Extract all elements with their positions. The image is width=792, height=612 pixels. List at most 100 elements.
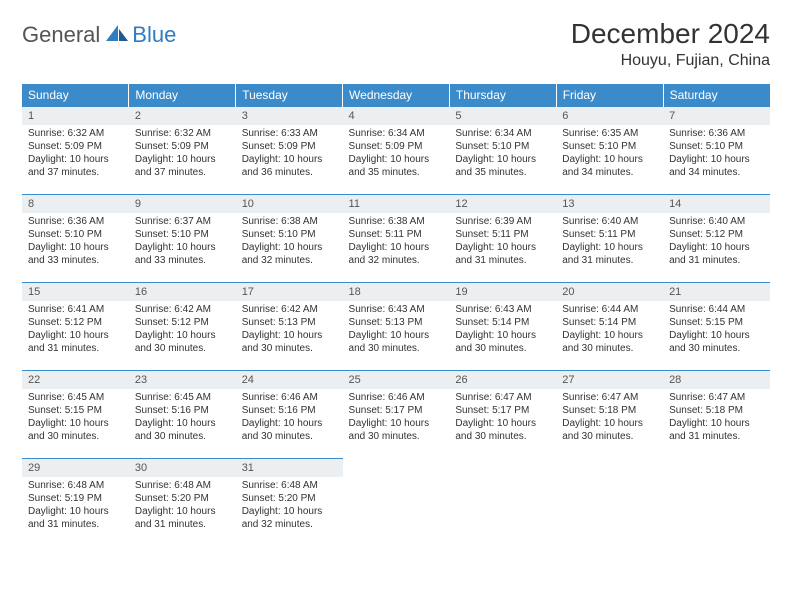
calendar-cell: 2Sunrise: 6:32 AMSunset: 5:09 PMDaylight… <box>129 107 236 195</box>
day-content: Sunrise: 6:36 AMSunset: 5:10 PMDaylight:… <box>22 213 129 271</box>
calendar-cell: 14Sunrise: 6:40 AMSunset: 5:12 PMDayligh… <box>663 195 770 283</box>
calendar-cell: 1Sunrise: 6:32 AMSunset: 5:09 PMDaylight… <box>22 107 129 195</box>
calendar-cell: 30Sunrise: 6:48 AMSunset: 5:20 PMDayligh… <box>129 459 236 547</box>
day-number: 17 <box>236 283 343 301</box>
day-number: 10 <box>236 195 343 213</box>
calendar-cell: 3Sunrise: 6:33 AMSunset: 5:09 PMDaylight… <box>236 107 343 195</box>
day-number: 19 <box>449 283 556 301</box>
day-number: 22 <box>22 371 129 389</box>
calendar-cell: 8Sunrise: 6:36 AMSunset: 5:10 PMDaylight… <box>22 195 129 283</box>
day-number: 21 <box>663 283 770 301</box>
calendar-cell: 5Sunrise: 6:34 AMSunset: 5:10 PMDaylight… <box>449 107 556 195</box>
logo: General Blue <box>22 22 176 48</box>
calendar-cell: 17Sunrise: 6:42 AMSunset: 5:13 PMDayligh… <box>236 283 343 371</box>
weekday-header: Tuesday <box>236 84 343 107</box>
weekday-header: Sunday <box>22 84 129 107</box>
day-content: Sunrise: 6:38 AMSunset: 5:11 PMDaylight:… <box>343 213 450 271</box>
day-number: 15 <box>22 283 129 301</box>
day-content: Sunrise: 6:46 AMSunset: 5:16 PMDaylight:… <box>236 389 343 447</box>
day-content: Sunrise: 6:33 AMSunset: 5:09 PMDaylight:… <box>236 125 343 183</box>
day-number: 4 <box>343 107 450 125</box>
day-content: Sunrise: 6:42 AMSunset: 5:13 PMDaylight:… <box>236 301 343 359</box>
calendar-cell: 11Sunrise: 6:38 AMSunset: 5:11 PMDayligh… <box>343 195 450 283</box>
calendar-cell: 9Sunrise: 6:37 AMSunset: 5:10 PMDaylight… <box>129 195 236 283</box>
day-number: 26 <box>449 371 556 389</box>
day-content: Sunrise: 6:32 AMSunset: 5:09 PMDaylight:… <box>22 125 129 183</box>
day-content: Sunrise: 6:34 AMSunset: 5:10 PMDaylight:… <box>449 125 556 183</box>
day-number: 14 <box>663 195 770 213</box>
calendar-cell: 18Sunrise: 6:43 AMSunset: 5:13 PMDayligh… <box>343 283 450 371</box>
day-content: Sunrise: 6:44 AMSunset: 5:14 PMDaylight:… <box>556 301 663 359</box>
calendar-cell: 21Sunrise: 6:44 AMSunset: 5:15 PMDayligh… <box>663 283 770 371</box>
logo-text-general: General <box>22 22 100 48</box>
calendar-cell <box>556 459 663 547</box>
calendar-cell: 29Sunrise: 6:48 AMSunset: 5:19 PMDayligh… <box>22 459 129 547</box>
weekday-header: Friday <box>556 84 663 107</box>
weekday-header: Monday <box>129 84 236 107</box>
day-number: 9 <box>129 195 236 213</box>
day-number: 13 <box>556 195 663 213</box>
day-number: 30 <box>129 459 236 477</box>
weekday-header: Thursday <box>449 84 556 107</box>
day-number: 25 <box>343 371 450 389</box>
day-number: 23 <box>129 371 236 389</box>
calendar-cell: 25Sunrise: 6:46 AMSunset: 5:17 PMDayligh… <box>343 371 450 459</box>
day-number: 20 <box>556 283 663 301</box>
day-content: Sunrise: 6:34 AMSunset: 5:09 PMDaylight:… <box>343 125 450 183</box>
day-number: 2 <box>129 107 236 125</box>
month-title: December 2024 <box>571 18 770 50</box>
day-content: Sunrise: 6:48 AMSunset: 5:19 PMDaylight:… <box>22 477 129 535</box>
calendar-cell: 31Sunrise: 6:48 AMSunset: 5:20 PMDayligh… <box>236 459 343 547</box>
day-content: Sunrise: 6:48 AMSunset: 5:20 PMDaylight:… <box>129 477 236 535</box>
logo-sail-icon <box>104 23 130 48</box>
calendar-cell <box>343 459 450 547</box>
day-number: 28 <box>663 371 770 389</box>
day-number: 7 <box>663 107 770 125</box>
day-number: 16 <box>129 283 236 301</box>
day-content: Sunrise: 6:47 AMSunset: 5:18 PMDaylight:… <box>556 389 663 447</box>
day-content: Sunrise: 6:43 AMSunset: 5:14 PMDaylight:… <box>449 301 556 359</box>
day-number: 6 <box>556 107 663 125</box>
day-number: 11 <box>343 195 450 213</box>
day-content: Sunrise: 6:40 AMSunset: 5:11 PMDaylight:… <box>556 213 663 271</box>
title-block: December 2024 Houyu, Fujian, China <box>571 18 770 70</box>
logo-text-blue: Blue <box>132 22 176 48</box>
day-number: 8 <box>22 195 129 213</box>
day-content: Sunrise: 6:43 AMSunset: 5:13 PMDaylight:… <box>343 301 450 359</box>
calendar-head: SundayMondayTuesdayWednesdayThursdayFrid… <box>22 84 770 107</box>
day-number: 29 <box>22 459 129 477</box>
calendar-table: SundayMondayTuesdayWednesdayThursdayFrid… <box>22 84 770 547</box>
day-number: 24 <box>236 371 343 389</box>
calendar-cell: 4Sunrise: 6:34 AMSunset: 5:09 PMDaylight… <box>343 107 450 195</box>
day-content: Sunrise: 6:45 AMSunset: 5:16 PMDaylight:… <box>129 389 236 447</box>
calendar-cell: 20Sunrise: 6:44 AMSunset: 5:14 PMDayligh… <box>556 283 663 371</box>
day-content: Sunrise: 6:35 AMSunset: 5:10 PMDaylight:… <box>556 125 663 183</box>
calendar-cell: 13Sunrise: 6:40 AMSunset: 5:11 PMDayligh… <box>556 195 663 283</box>
day-content: Sunrise: 6:32 AMSunset: 5:09 PMDaylight:… <box>129 125 236 183</box>
calendar-cell: 28Sunrise: 6:47 AMSunset: 5:18 PMDayligh… <box>663 371 770 459</box>
day-content: Sunrise: 6:47 AMSunset: 5:18 PMDaylight:… <box>663 389 770 447</box>
calendar-cell: 22Sunrise: 6:45 AMSunset: 5:15 PMDayligh… <box>22 371 129 459</box>
calendar-cell: 26Sunrise: 6:47 AMSunset: 5:17 PMDayligh… <box>449 371 556 459</box>
calendar-cell: 23Sunrise: 6:45 AMSunset: 5:16 PMDayligh… <box>129 371 236 459</box>
header: General Blue December 2024 Houyu, Fujian… <box>22 18 770 70</box>
day-content: Sunrise: 6:42 AMSunset: 5:12 PMDaylight:… <box>129 301 236 359</box>
calendar-cell: 10Sunrise: 6:38 AMSunset: 5:10 PMDayligh… <box>236 195 343 283</box>
day-content: Sunrise: 6:46 AMSunset: 5:17 PMDaylight:… <box>343 389 450 447</box>
day-number: 5 <box>449 107 556 125</box>
day-content: Sunrise: 6:39 AMSunset: 5:11 PMDaylight:… <box>449 213 556 271</box>
day-content: Sunrise: 6:41 AMSunset: 5:12 PMDaylight:… <box>22 301 129 359</box>
calendar-cell: 24Sunrise: 6:46 AMSunset: 5:16 PMDayligh… <box>236 371 343 459</box>
day-number: 12 <box>449 195 556 213</box>
day-content: Sunrise: 6:38 AMSunset: 5:10 PMDaylight:… <box>236 213 343 271</box>
location: Houyu, Fujian, China <box>571 52 770 70</box>
day-content: Sunrise: 6:47 AMSunset: 5:17 PMDaylight:… <box>449 389 556 447</box>
calendar-cell: 19Sunrise: 6:43 AMSunset: 5:14 PMDayligh… <box>449 283 556 371</box>
day-content: Sunrise: 6:37 AMSunset: 5:10 PMDaylight:… <box>129 213 236 271</box>
day-content: Sunrise: 6:36 AMSunset: 5:10 PMDaylight:… <box>663 125 770 183</box>
calendar-cell: 27Sunrise: 6:47 AMSunset: 5:18 PMDayligh… <box>556 371 663 459</box>
calendar-cell: 12Sunrise: 6:39 AMSunset: 5:11 PMDayligh… <box>449 195 556 283</box>
calendar-cell: 6Sunrise: 6:35 AMSunset: 5:10 PMDaylight… <box>556 107 663 195</box>
day-number: 27 <box>556 371 663 389</box>
calendar-cell <box>663 459 770 547</box>
